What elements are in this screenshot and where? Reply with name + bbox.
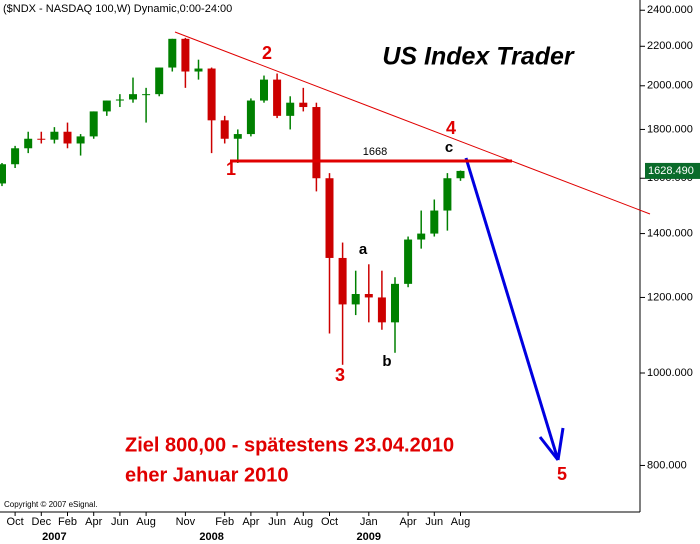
- x-tick-label: Feb: [58, 516, 77, 528]
- y-tick-label: 1000.000: [647, 367, 693, 379]
- wave-label: 5: [557, 464, 567, 484]
- x-tick-label: Oct: [321, 516, 338, 528]
- last-value-label: 1628.490: [648, 165, 694, 177]
- candle-body: [207, 68, 216, 121]
- candle-body: [155, 67, 164, 95]
- target-text: Ziel 800,00 - spätestens 23.04.2010: [125, 434, 454, 456]
- wave-label: 2: [262, 43, 272, 63]
- copyright: Copyright © 2007 eSignal.: [4, 500, 98, 509]
- candle-body: [37, 138, 46, 140]
- candle-body: [364, 294, 373, 298]
- x-tick-label: Jun: [425, 516, 443, 528]
- candle-body: [312, 107, 321, 179]
- candle-body: [430, 210, 439, 234]
- candle-body: [76, 136, 85, 144]
- x-tick-label: Dec: [32, 516, 52, 528]
- candle-body: [11, 148, 20, 165]
- candle-body: [286, 102, 295, 116]
- candle-body: [220, 120, 229, 139]
- candle-body: [24, 138, 33, 149]
- x-tick-label: Aug: [294, 516, 314, 528]
- candle-body: [63, 131, 72, 144]
- y-tick-label: 1200.000: [647, 291, 693, 303]
- forecast-arrow: [464, 157, 565, 461]
- candle-body: [273, 79, 282, 116]
- chart-title: ($NDX - NASDAQ 100,W) Dynamic,0:00-24:00: [3, 3, 232, 15]
- y-tick-label: 800.000: [647, 459, 687, 471]
- candle-body: [417, 233, 426, 240]
- x-tick-label: Apr: [242, 516, 259, 528]
- candle-body: [325, 178, 334, 258]
- candle-body: [168, 38, 177, 68]
- sub-wave-label: c: [445, 139, 453, 156]
- candle-body: [260, 79, 268, 101]
- x-tick-label: Aug: [451, 516, 471, 528]
- y-tick-label: 1400.000: [647, 227, 693, 239]
- y-tick-label: 2400.000: [647, 4, 693, 16]
- candle-body: [102, 100, 111, 112]
- candle-body: [351, 294, 360, 305]
- x-tick-label: Apr: [85, 516, 102, 528]
- wave-label: 4: [446, 118, 456, 138]
- trend-line: [174, 31, 651, 215]
- candle-body: [115, 99, 124, 101]
- x-tick-label: Apr: [400, 516, 417, 528]
- candle-body: [246, 100, 255, 135]
- candle-body: [404, 239, 413, 284]
- candle-body: [89, 111, 98, 137]
- candle-body: [233, 134, 242, 139]
- brand: US Index Trader: [382, 43, 575, 71]
- candle-body: [391, 283, 399, 323]
- x-tick-label: Jun: [111, 516, 129, 528]
- candle-body: [194, 68, 203, 72]
- year-label: 2007: [42, 531, 66, 543]
- year-label: 2008: [199, 531, 223, 543]
- candle-body: [299, 102, 308, 108]
- y-tick-label: 2200.000: [647, 40, 693, 52]
- sub-wave-label: a: [359, 241, 368, 258]
- y-tick-label: 2000.000: [647, 80, 693, 92]
- wave-label: 3: [335, 365, 345, 385]
- x-tick-label: Jun: [268, 516, 286, 528]
- x-tick-label: Feb: [215, 516, 234, 528]
- x-tick-label: Jan: [360, 516, 378, 528]
- level-label: 1668: [363, 146, 387, 158]
- wave-label: 1: [226, 159, 236, 179]
- target-text: eher Januar 2010: [125, 464, 288, 486]
- year-label: 2009: [357, 531, 381, 543]
- candle-body: [0, 164, 6, 184]
- candle-body: [338, 257, 347, 305]
- candle-body: [142, 94, 151, 96]
- candle-body: [50, 131, 59, 140]
- candle-body: [456, 170, 465, 179]
- x-tick-label: Aug: [136, 516, 156, 528]
- candle-body: [377, 297, 386, 323]
- y-tick-label: 1800.000: [647, 123, 693, 135]
- candle-body: [129, 94, 137, 100]
- candle-body: [443, 178, 452, 211]
- x-tick-label: Nov: [176, 516, 196, 528]
- sub-wave-label: b: [382, 353, 391, 370]
- candle-body: [181, 38, 190, 72]
- x-tick-label: Oct: [7, 516, 24, 528]
- last-value-box: [645, 162, 700, 179]
